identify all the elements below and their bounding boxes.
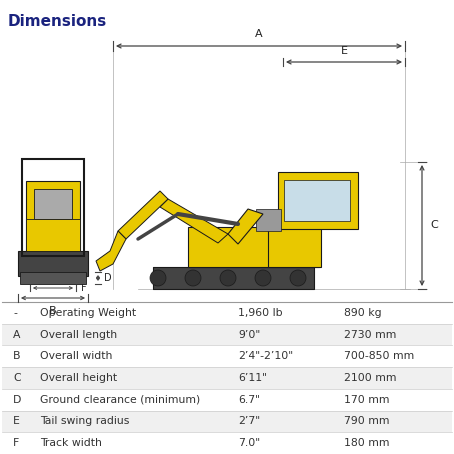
- Text: D: D: [13, 395, 21, 405]
- Text: 170 mm: 170 mm: [344, 395, 390, 405]
- Text: Overall width: Overall width: [40, 351, 113, 361]
- Text: F: F: [13, 438, 19, 448]
- Text: 2’4"-2’10": 2’4"-2’10": [238, 351, 293, 361]
- Text: Overall height: Overall height: [40, 373, 117, 383]
- Text: 700-850 mm: 700-850 mm: [344, 351, 414, 361]
- Text: Track width: Track width: [40, 438, 102, 448]
- Bar: [256, 209, 281, 231]
- Bar: [278, 172, 358, 229]
- Bar: [2, 324, 452, 345]
- Bar: [268, 217, 321, 267]
- Ellipse shape: [255, 270, 271, 286]
- Bar: [2, 345, 452, 367]
- Text: 9’0": 9’0": [238, 330, 260, 340]
- Text: B: B: [49, 306, 57, 316]
- Ellipse shape: [150, 270, 166, 286]
- Text: Dimensions: Dimensions: [8, 14, 107, 29]
- Text: C: C: [13, 373, 20, 383]
- Text: D: D: [104, 273, 112, 283]
- Text: 2730 mm: 2730 mm: [344, 330, 396, 340]
- Text: 790 mm: 790 mm: [344, 416, 390, 426]
- Text: 6.7": 6.7": [238, 395, 260, 405]
- Bar: [26, 181, 80, 251]
- Polygon shape: [228, 209, 263, 244]
- Text: E: E: [13, 416, 20, 426]
- Bar: [18, 251, 88, 276]
- Text: 2100 mm: 2100 mm: [344, 373, 396, 383]
- Bar: [34, 189, 72, 219]
- Bar: [2, 367, 452, 389]
- Bar: [153, 267, 314, 289]
- Text: A: A: [13, 330, 20, 340]
- Polygon shape: [118, 191, 168, 239]
- Bar: [22, 159, 84, 256]
- Text: 890 kg: 890 kg: [344, 308, 382, 318]
- Text: 2’7": 2’7": [238, 416, 260, 426]
- Text: 6’11": 6’11": [238, 373, 267, 383]
- Text: 180 mm: 180 mm: [344, 438, 390, 448]
- Text: A: A: [255, 29, 263, 39]
- Text: Ground clearance (minimum): Ground clearance (minimum): [40, 395, 200, 405]
- Text: Overall length: Overall length: [40, 330, 117, 340]
- Text: Operating Weight: Operating Weight: [40, 308, 136, 318]
- Text: E: E: [340, 46, 347, 56]
- Text: 7.0": 7.0": [238, 438, 260, 448]
- Text: C: C: [430, 221, 438, 231]
- Ellipse shape: [220, 270, 236, 286]
- Text: F: F: [81, 283, 87, 293]
- Ellipse shape: [185, 270, 201, 286]
- Bar: [188, 227, 320, 267]
- Bar: [2, 389, 452, 410]
- Polygon shape: [160, 199, 228, 243]
- Ellipse shape: [290, 270, 306, 286]
- Bar: [2, 410, 452, 432]
- Text: -: -: [13, 308, 17, 318]
- Text: Tail swing radius: Tail swing radius: [40, 416, 129, 426]
- Text: B: B: [13, 351, 20, 361]
- Bar: [284, 180, 350, 221]
- Text: 1,960 lb: 1,960 lb: [238, 308, 283, 318]
- Polygon shape: [96, 231, 126, 271]
- Bar: [26, 219, 80, 251]
- Bar: [2, 432, 452, 454]
- Bar: [20, 272, 86, 284]
- Bar: [2, 302, 452, 324]
